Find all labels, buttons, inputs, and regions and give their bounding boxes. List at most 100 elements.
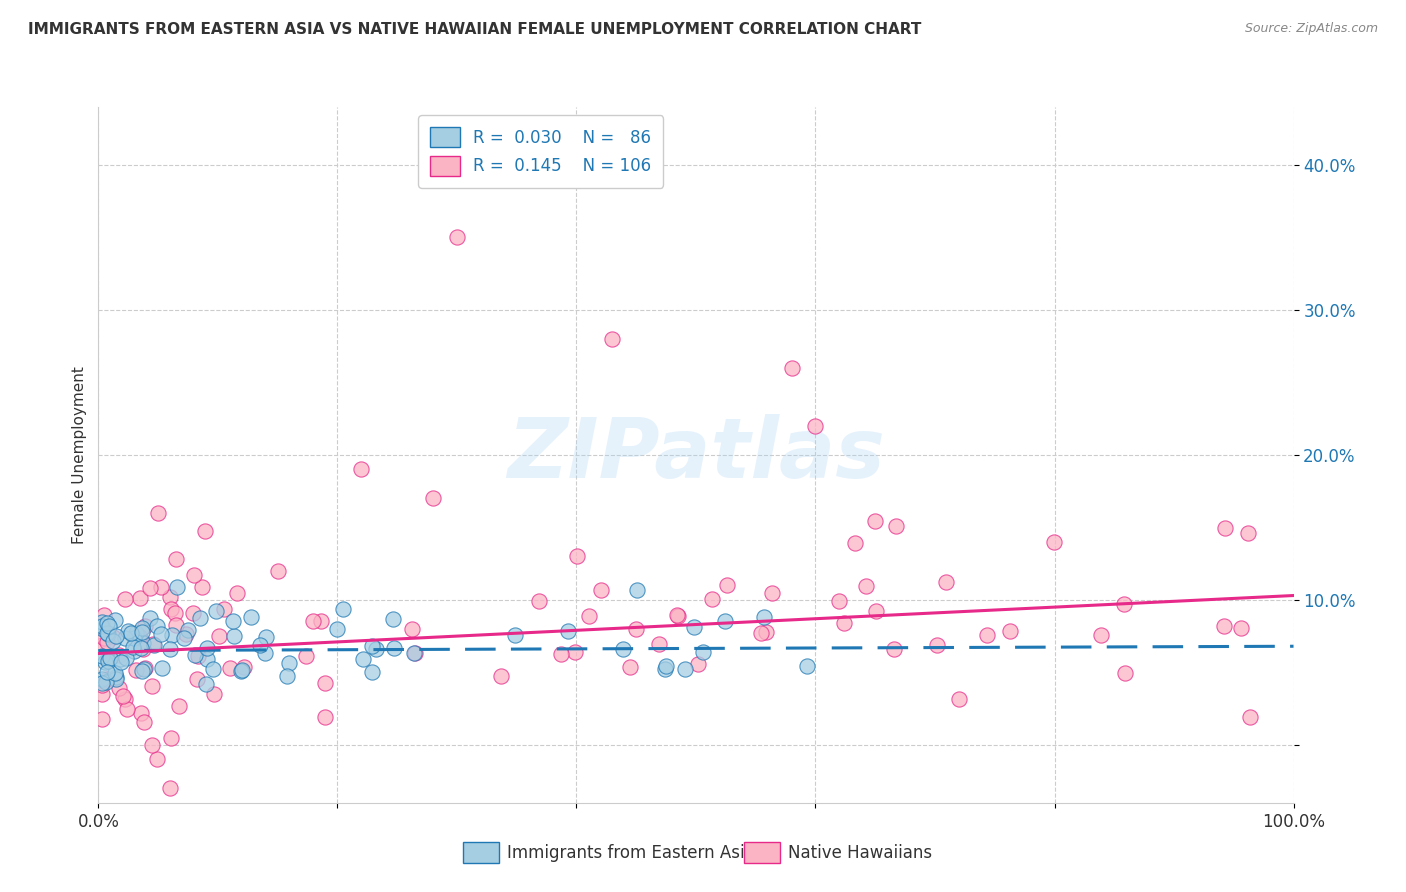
Point xyxy=(1114,665,1136,680)
Point xyxy=(503,628,526,642)
Point xyxy=(314,710,336,724)
Point xyxy=(195,651,218,665)
Point xyxy=(91,638,114,652)
Point xyxy=(277,657,299,671)
Point xyxy=(91,649,114,664)
Point xyxy=(221,614,243,628)
Point xyxy=(139,611,162,625)
Point xyxy=(141,679,163,693)
Point xyxy=(104,665,127,680)
Point xyxy=(205,604,228,618)
Point xyxy=(761,586,783,600)
Point xyxy=(550,647,572,661)
Text: IMMIGRANTS FROM EASTERN ASIA VS NATIVE HAWAIIAN FEMALE UNEMPLOYMENT CORRELATION : IMMIGRANTS FROM EASTERN ASIA VS NATIVE H… xyxy=(28,22,921,37)
Point xyxy=(98,619,121,633)
Point xyxy=(600,332,623,346)
Point xyxy=(692,644,714,658)
Point xyxy=(755,625,778,640)
Point xyxy=(225,586,247,600)
Point xyxy=(159,591,181,605)
Point xyxy=(159,781,181,796)
Point xyxy=(229,665,252,679)
Point xyxy=(254,646,277,660)
Point xyxy=(110,652,132,666)
Point xyxy=(115,702,138,716)
Point xyxy=(654,662,676,676)
Point xyxy=(688,657,710,671)
Point xyxy=(714,614,737,628)
Point xyxy=(202,662,225,676)
Point xyxy=(381,612,404,626)
Point xyxy=(948,691,970,706)
Point xyxy=(96,672,118,686)
Legend: R =  0.030    N =   86, R =  0.145    N = 106: R = 0.030 N = 86, R = 0.145 N = 106 xyxy=(418,115,664,187)
Point xyxy=(125,663,148,677)
FancyBboxPatch shape xyxy=(744,842,779,863)
Point xyxy=(302,614,325,628)
Point xyxy=(97,654,120,668)
Point xyxy=(165,618,187,632)
Point xyxy=(1114,598,1136,612)
Point xyxy=(183,606,205,620)
Point xyxy=(160,628,183,642)
Point xyxy=(132,662,155,676)
Point xyxy=(129,706,152,720)
Point xyxy=(160,601,183,615)
Point xyxy=(104,670,127,684)
Point xyxy=(93,632,115,646)
Point xyxy=(167,698,190,713)
Point xyxy=(114,632,136,646)
Point xyxy=(422,491,444,506)
Point xyxy=(752,609,775,624)
Point xyxy=(591,583,613,598)
Point xyxy=(219,661,242,675)
Point xyxy=(141,738,163,752)
Text: Immigrants from Eastern Asia: Immigrants from Eastern Asia xyxy=(508,844,755,862)
Point xyxy=(309,615,332,629)
Point xyxy=(233,660,256,674)
Point xyxy=(202,687,225,701)
Point xyxy=(565,549,588,564)
Point xyxy=(865,604,887,618)
Point xyxy=(883,641,905,656)
Point xyxy=(115,651,138,665)
Point xyxy=(93,607,115,622)
Point xyxy=(91,615,114,630)
Point xyxy=(648,637,671,651)
Point xyxy=(828,593,851,607)
Point xyxy=(212,602,235,616)
Point xyxy=(129,591,152,606)
Point xyxy=(832,615,855,630)
Point xyxy=(166,580,188,594)
Point xyxy=(780,361,803,376)
Point xyxy=(101,633,124,648)
Point xyxy=(224,629,246,643)
Point xyxy=(1213,521,1236,535)
Point xyxy=(98,651,121,665)
Point xyxy=(114,591,136,606)
Point xyxy=(749,626,772,640)
Point xyxy=(146,619,169,633)
Point xyxy=(564,645,586,659)
Point xyxy=(529,593,551,607)
Point xyxy=(352,651,374,665)
Point xyxy=(314,676,336,690)
Point xyxy=(150,580,173,594)
Point xyxy=(91,676,114,690)
Point xyxy=(626,623,648,637)
Point xyxy=(131,621,153,635)
Point xyxy=(132,714,155,729)
Point xyxy=(145,752,167,766)
Point xyxy=(134,660,156,674)
Point xyxy=(446,230,468,244)
Point xyxy=(1237,525,1260,540)
Point xyxy=(96,615,118,630)
Point xyxy=(267,564,290,578)
Point xyxy=(112,689,135,703)
Point xyxy=(402,646,425,660)
Point xyxy=(350,462,373,476)
Point xyxy=(404,646,426,660)
Point xyxy=(131,641,153,656)
Point xyxy=(142,637,165,651)
Point xyxy=(1229,621,1251,635)
